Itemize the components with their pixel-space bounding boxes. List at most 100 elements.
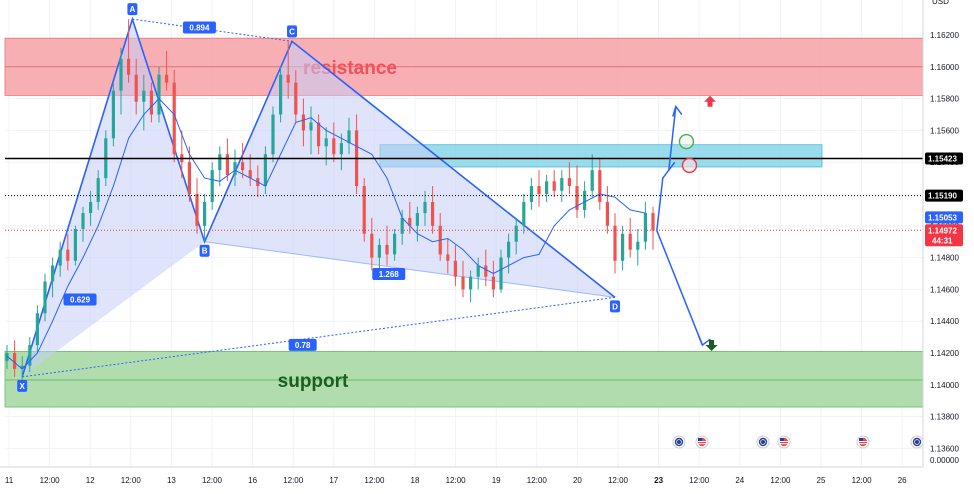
- price-axis[interactable]: 1.162001.160001.158001.156001.154001.152…: [922, 0, 963, 467]
- point-label-A: A: [130, 5, 136, 14]
- candle-body: [400, 217, 404, 234]
- price-tick-label: 1.14000: [930, 381, 959, 390]
- candle-body: [66, 249, 70, 261]
- point-badge-C: [287, 25, 297, 38]
- candle-body: [446, 254, 450, 261]
- time-tick-label: 13: [167, 476, 176, 485]
- time-tick-label: 12: [86, 476, 95, 485]
- candle-body: [317, 122, 321, 147]
- currency-label: USD: [932, 0, 949, 6]
- candle-body: [537, 186, 541, 194]
- time-tick-label: 12:00: [527, 476, 548, 485]
- candle-body: [552, 181, 556, 191]
- candle-body: [370, 233, 374, 258]
- candle-body: [332, 138, 336, 155]
- projection-down-head: [697, 334, 711, 347]
- candles: [5, 19, 655, 382]
- price-tag-text: 1.15053: [928, 213, 957, 222]
- price-tag-text: 1.15190: [928, 192, 957, 201]
- candle-body: [453, 260, 457, 277]
- flag-canton: [698, 438, 702, 441]
- price-tick-label: 1.16200: [930, 31, 959, 40]
- candle-body: [20, 365, 24, 369]
- globe-icon-fill: [674, 437, 684, 447]
- time-tick-label: 12:00: [121, 476, 142, 485]
- price-tick-label: 1.15800: [930, 95, 959, 104]
- time-tick-label: 24: [735, 476, 744, 485]
- ratio-badge: [372, 267, 406, 280]
- candle-body: [636, 241, 640, 250]
- ratio-label: 0.894: [189, 23, 210, 32]
- price-tick-label: 0.00000: [930, 456, 959, 465]
- flag-stripe: [858, 441, 868, 442]
- candle-body: [529, 186, 533, 202]
- candle-body: [225, 154, 229, 175]
- price-tag-text: 1.15423: [928, 155, 957, 164]
- candle-body: [605, 201, 609, 226]
- price-tick-label: 1.15600: [930, 126, 959, 135]
- candle-body: [590, 170, 594, 191]
- projection: [656, 95, 718, 352]
- point-badge-X: [17, 379, 28, 392]
- time-tick-label: 16: [248, 476, 257, 485]
- candle-body: [263, 154, 267, 187]
- time-tick-label: 11: [5, 476, 14, 485]
- time-tick-label: 12:00: [689, 476, 710, 485]
- candle-body: [575, 186, 579, 210]
- flag-canton: [780, 438, 784, 441]
- candle-body: [111, 90, 115, 139]
- price-tag-1.15190: [925, 189, 963, 202]
- time-tick-label: 12:00: [364, 476, 385, 485]
- time-axis[interactable]: 11 12:00 12 12:00 13 12:00 16 12:00 17 12:00 18 12:…: [0, 466, 923, 485]
- flag-canton: [859, 438, 863, 441]
- target-circle-red: [681, 157, 698, 174]
- time-tick-label: 17: [329, 476, 338, 485]
- projection-mid-link: [668, 161, 676, 171]
- time-tick-label: 12:00: [770, 476, 791, 485]
- time-tick-label: 26: [898, 476, 907, 485]
- flag-stripe: [697, 443, 707, 445]
- candle-body: [339, 143, 343, 155]
- ratio-label: 0.629: [70, 296, 91, 305]
- candle-body: [165, 74, 169, 83]
- point-badge-B: [199, 244, 210, 257]
- projection-up-path: [656, 106, 677, 231]
- candle-body: [461, 276, 465, 290]
- candle-body: [598, 170, 602, 202]
- ratio-label: 1.268: [379, 270, 400, 279]
- candle-body: [119, 58, 123, 91]
- candle-body: [621, 233, 625, 261]
- flag-stripe: [697, 441, 707, 442]
- flag-stripe: [779, 441, 789, 442]
- point-badge-D: [610, 300, 620, 313]
- candle-body: [415, 213, 419, 226]
- candle-body: [96, 178, 100, 202]
- ratio-badge: [182, 21, 216, 34]
- candle-body: [324, 138, 328, 147]
- horizontal-lines: [5, 157, 923, 231]
- price-tag-1.15053: [925, 211, 963, 224]
- price-tick-label: 1.13800: [930, 413, 959, 422]
- candle-body: [203, 201, 207, 226]
- globe-icon-ring: [914, 439, 920, 445]
- candle-body: [218, 154, 222, 171]
- time-tick-label: 23: [654, 476, 663, 485]
- candle-body: [81, 213, 85, 229]
- candle-body: [643, 213, 647, 242]
- candle-body: [377, 244, 381, 258]
- candle-body: [35, 313, 39, 346]
- ratio-label: 0.78: [295, 341, 311, 350]
- point-badge-A: [127, 3, 138, 16]
- price-tick-label: 1.14600: [930, 285, 959, 294]
- candle-body: [347, 130, 351, 144]
- pattern-labels: X A B C D 0.894 0.629 1.268 0.78: [17, 3, 620, 392]
- time-tick-label: 19: [492, 476, 501, 485]
- candle-body: [393, 233, 397, 255]
- candle-body: [28, 345, 32, 366]
- flag-stripe: [779, 443, 789, 445]
- candle-body: [301, 114, 305, 131]
- event-icons[interactable]: [672, 435, 924, 449]
- globe-icon-fill: [912, 437, 922, 447]
- target-circle-green: [678, 133, 695, 150]
